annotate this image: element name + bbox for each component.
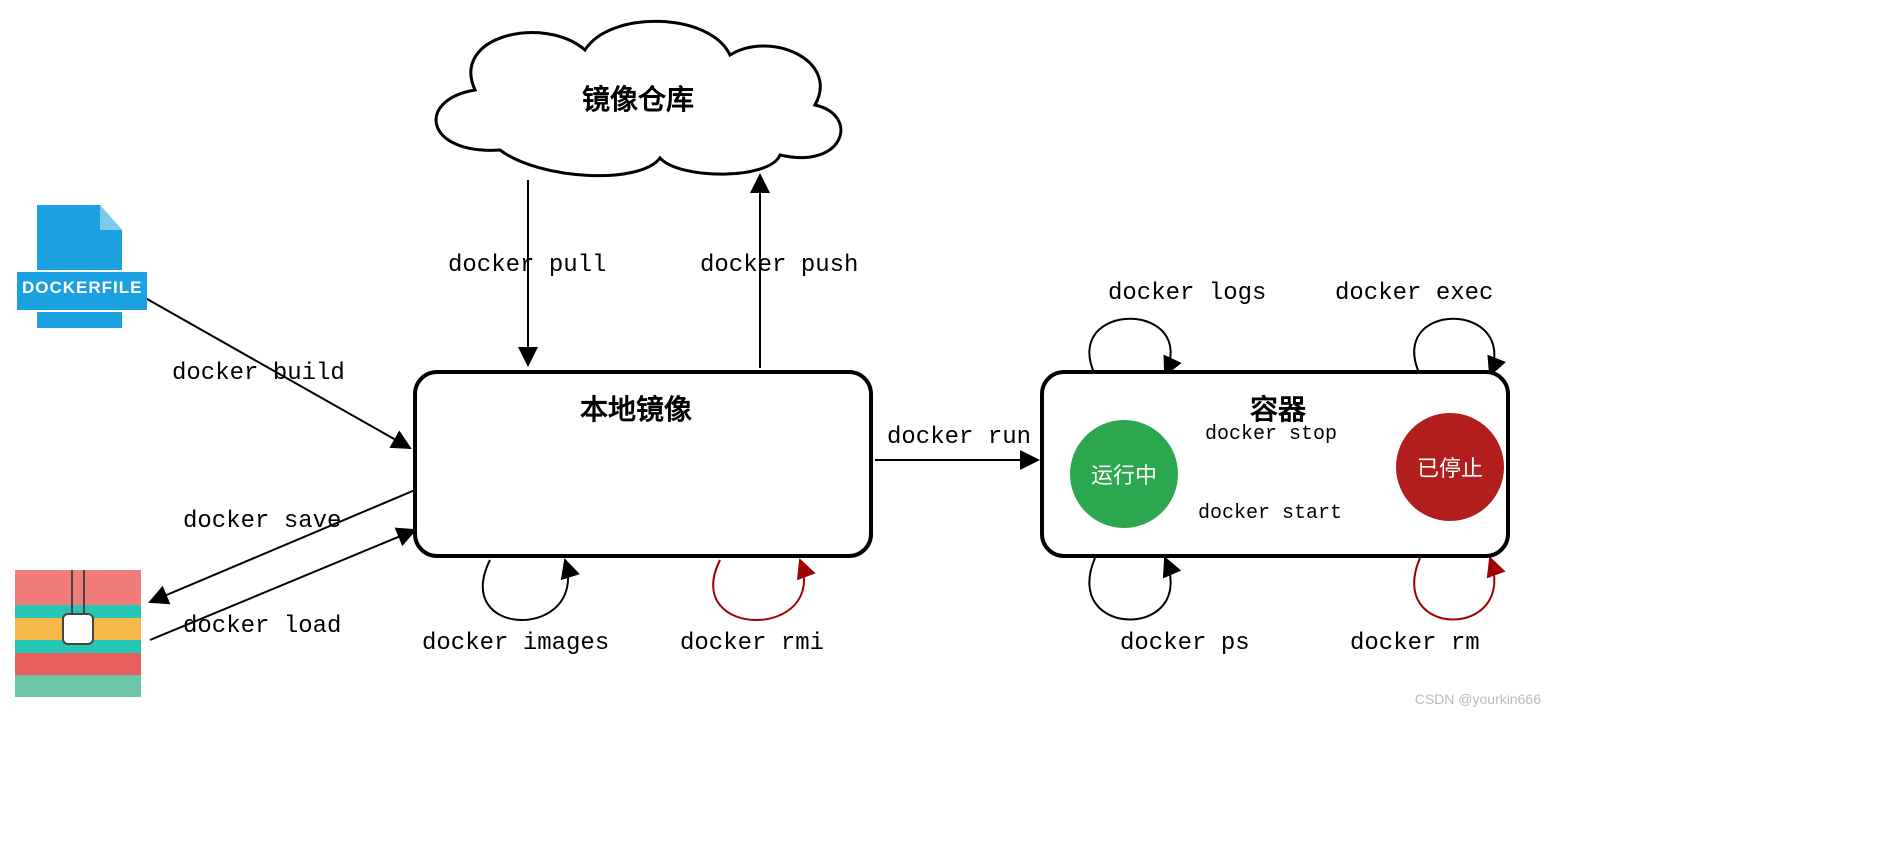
edge-save (150, 490, 415, 602)
dockerfile-label: DOCKERFILE (22, 278, 143, 298)
edge-rmi (713, 560, 804, 620)
local-images-title: 本地镜像 (580, 388, 692, 428)
dockerfile-icon (17, 205, 147, 328)
state-stopped-label: 已停止 (1417, 451, 1483, 483)
state-running: 运行中 (1070, 420, 1178, 528)
containers-title: 容器 (1250, 388, 1306, 428)
label-exec: docker exec (1335, 280, 1493, 307)
state-running-label: 运行中 (1091, 458, 1157, 490)
label-run: docker run (887, 424, 1031, 451)
archive-icon (15, 570, 141, 697)
label-load: docker load (183, 613, 341, 640)
label-save: docker save (183, 508, 341, 535)
label-start: docker start (1198, 502, 1342, 525)
edge-images (483, 560, 568, 620)
edge-rm (1414, 558, 1494, 620)
label-push: docker push (700, 252, 858, 279)
registry-title: 镜像仓库 (582, 78, 694, 118)
label-rm: docker rm (1350, 630, 1480, 657)
label-rmi: docker rmi (680, 630, 824, 657)
edge-logs (1089, 319, 1170, 375)
edge-exec (1414, 319, 1494, 375)
label-images: docker images (422, 630, 609, 657)
label-build: docker build (172, 360, 345, 387)
label-pull: docker pull (448, 252, 606, 279)
label-logs: docker logs (1108, 280, 1266, 307)
label-stop: docker stop (1205, 423, 1337, 446)
watermark: CSDN @yourkin666 (1415, 691, 1541, 707)
edge-ps (1089, 558, 1170, 620)
label-ps: docker ps (1120, 630, 1250, 657)
state-stopped: 已停止 (1396, 413, 1504, 521)
